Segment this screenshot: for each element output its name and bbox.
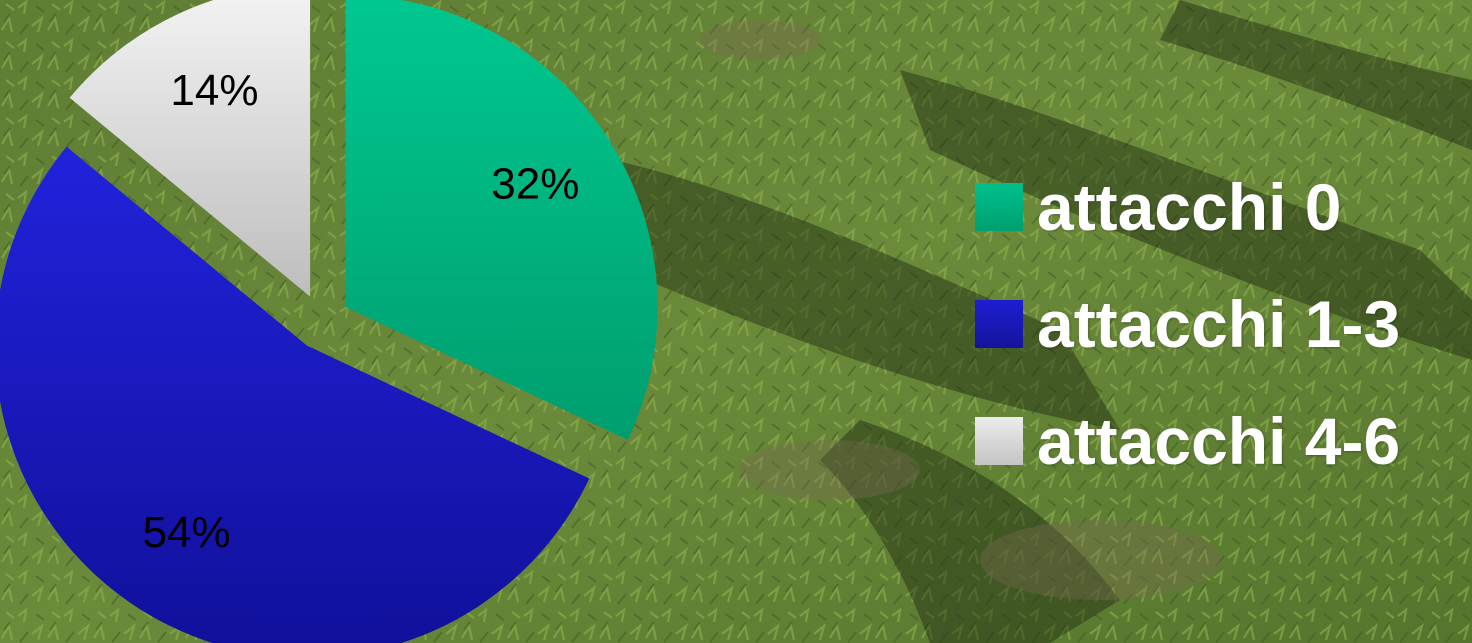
legend-item-attacchi-0: attacchi 0 <box>975 148 1400 265</box>
chart-legend: attacchi 0 attacchi 1-3 attacchi 4-6 <box>975 148 1400 499</box>
pie-slice-attacchi-4-6 <box>69 0 311 297</box>
legend-item-attacchi-4-6: attacchi 4-6 <box>975 382 1400 499</box>
pie-slice-attacchi-1-3 <box>0 146 590 643</box>
pie-label-attacchi-1-3: 54% <box>143 508 231 557</box>
legend-label-attacchi-4-6: attacchi 4-6 <box>1037 403 1401 478</box>
pie-slice-attacchi-0 <box>345 0 658 440</box>
pie-label-attacchi-4-6: 14% <box>170 66 258 115</box>
legend-swatch-attacchi-0 <box>975 182 1023 231</box>
legend-label-attacchi-0: attacchi 0 <box>1037 169 1342 244</box>
pie-label-attacchi-0: 32% <box>491 159 579 208</box>
legend-label-attacchi-1-3: attacchi 1-3 <box>1037 286 1401 361</box>
legend-swatch-attacchi-4-6 <box>975 416 1023 465</box>
legend-swatch-attacchi-1-3 <box>975 299 1023 348</box>
legend-item-attacchi-1-3: attacchi 1-3 <box>975 265 1400 382</box>
